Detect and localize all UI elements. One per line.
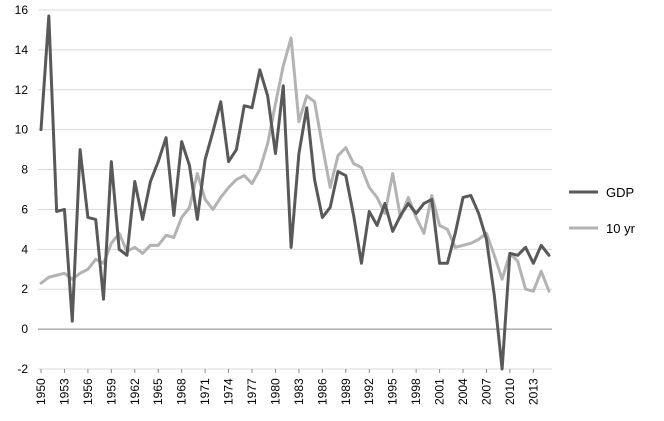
y-tick-label: 10	[15, 123, 29, 137]
x-tick-label: 1995	[386, 378, 400, 405]
x-tick-label: 1977	[245, 378, 259, 405]
x-tick-label: 1986	[315, 378, 329, 405]
y-tick-label: 12	[15, 83, 29, 97]
y-tick-label: 2	[21, 282, 28, 296]
x-tick-label: 1953	[57, 378, 71, 405]
legend-label: 10 yr	[606, 221, 636, 236]
series-line-10-yr	[39, 36, 551, 293]
series-lines	[39, 14, 551, 371]
x-axis-tick-labels: 1950 1953 1956 1959 1962 1965 1968 1971 1974 1977…	[34, 369, 540, 405]
x-tick-label: 2010	[503, 378, 517, 405]
y-tick-label: 8	[21, 163, 28, 177]
x-tick-label: 1974	[222, 378, 236, 405]
x-tick-label: 1959	[104, 378, 118, 405]
x-tick-label: 1965	[151, 378, 165, 405]
y-axis-tick-labels: -2 0 2 4 6 8 10 12 14 16	[15, 3, 29, 376]
x-tick-label: 1971	[198, 378, 212, 405]
x-tick-label: 2013	[526, 378, 540, 405]
x-tick-label: 1968	[175, 378, 189, 405]
x-tick-label: 1998	[409, 378, 423, 405]
x-tick-label: 1962	[128, 378, 142, 405]
x-tick-label: 2007	[479, 378, 493, 405]
y-tick-label: 4	[21, 242, 28, 256]
x-tick-label: 1956	[81, 378, 95, 405]
x-tick-label: 1992	[362, 378, 376, 405]
x-tick-label: 2001	[433, 378, 447, 405]
y-tick-label: 0	[21, 322, 28, 336]
legend: GDP 10 yr	[569, 185, 636, 236]
y-tick-label: 14	[15, 43, 29, 57]
x-tick-label: 1950	[34, 378, 48, 405]
series-line-gdp	[39, 14, 551, 371]
y-tick-label: -2	[17, 362, 28, 376]
x-tick-label: 1989	[339, 378, 353, 405]
legend-label: GDP	[606, 185, 634, 200]
x-tick-label: 1983	[292, 378, 306, 405]
x-tick-label: 1980	[268, 378, 282, 405]
y-tick-label: 16	[15, 3, 29, 17]
x-tick-label: 2004	[456, 378, 470, 405]
y-tick-label: 6	[21, 202, 28, 216]
